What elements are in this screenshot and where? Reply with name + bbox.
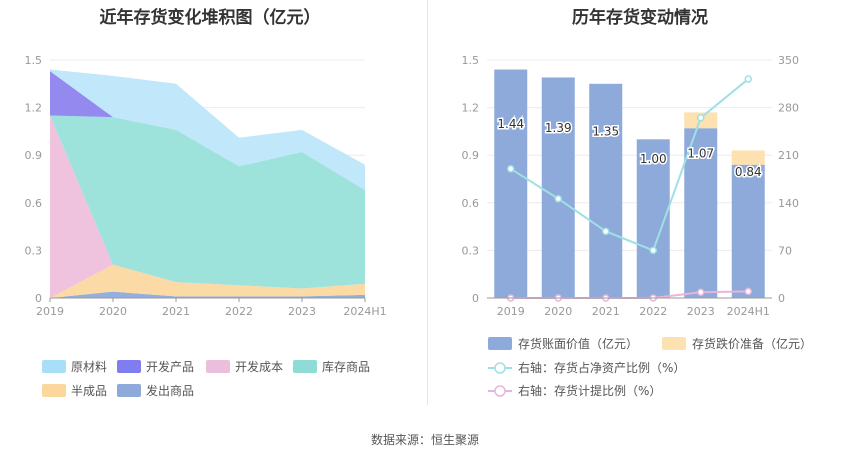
left-y-tick-label: 0 <box>35 292 42 305</box>
line-point-右轴：存货占净资产比例（%） <box>697 114 705 122</box>
left-x-tick-label: 2022 <box>225 305 253 318</box>
legend-label-存货账面价值（亿元）: 存货账面价值（亿元） <box>518 336 638 351</box>
bar-book-value <box>589 83 623 298</box>
line-series-右轴：存货占净资产比例（%） <box>510 78 749 252</box>
bar-book-value <box>684 128 718 298</box>
legend-swatch-原材料 <box>42 360 66 373</box>
bar-book-value <box>494 69 528 299</box>
legend-label-右轴：存货计提比例（%）: 右轴：存货计提比例（%） <box>518 383 661 398</box>
right-x-tick-label: 2024H1 <box>727 305 770 318</box>
line-point-右轴：存货占净资产比例（%） <box>744 75 752 83</box>
legend-swatch-库存商品 <box>293 360 317 373</box>
legend-swatch-存货跌价准备（亿元） <box>662 337 686 350</box>
area-series-开发成本 <box>50 115 365 299</box>
left-x-tick-label: 2023 <box>288 305 316 318</box>
left-y-tick-label: 0.6 <box>25 197 43 210</box>
right-y2-tick-label: 280 <box>778 102 799 115</box>
right-y-tick-label: 0 <box>472 292 479 305</box>
panel-divider <box>427 0 428 405</box>
area-series-库存商品 <box>50 115 365 289</box>
legend-swatch-开发产品 <box>117 360 141 373</box>
bar-data-label: 1.39 <box>545 121 572 135</box>
line-point-右轴：存货计提比例（%） <box>697 288 705 296</box>
bar-provision <box>731 150 765 165</box>
legend-label-开发成本: 开发成本 <box>235 359 283 374</box>
right-y-tick-label: 0.9 <box>462 149 480 162</box>
legend-marker-右轴：存货计提比例（%） <box>494 385 506 397</box>
left-x-tick-label: 2020 <box>99 305 127 318</box>
bar-data-label: 1.07 <box>687 147 714 161</box>
right-y2-tick-label: 350 <box>778 54 799 67</box>
line-point-右轴：存货占净资产比例（%） <box>554 194 562 203</box>
line-point-右轴：存货占净资产比例（%） <box>649 246 657 255</box>
legend-label-右轴：存货占净资产比例（%）: 右轴：存货占净资产比例（%） <box>518 360 685 375</box>
legend-label-发出商品: 发出商品 <box>146 383 194 398</box>
bar-data-label: 1.44 <box>497 117 524 131</box>
right-x-tick-label: 2023 <box>687 305 715 318</box>
data-source: 数据来源：恒生聚源 <box>370 433 479 447</box>
left-x-tick-label: 2021 <box>162 305 190 318</box>
right-x-tick-label: 2019 <box>497 305 525 318</box>
area-series-半成品 <box>50 264 365 298</box>
right-y-tick-label: 0.3 <box>462 244 480 257</box>
line-point-右轴：存货占净资产比例（%） <box>602 227 610 236</box>
right-x-tick-label: 2022 <box>639 305 667 318</box>
legend-label-存货跌价准备（亿元）: 存货跌价准备（亿元） <box>692 336 812 351</box>
right-y2-tick-label: 0 <box>778 292 785 305</box>
line-point-右轴：存货计提比例（%） <box>744 287 752 296</box>
left-y-tick-label: 0.9 <box>25 149 43 162</box>
right-x-tick-label: 2021 <box>592 305 620 318</box>
legend-marker-右轴：存货占净资产比例（%） <box>494 362 506 374</box>
right-y-tick-label: 1.5 <box>462 54 480 67</box>
right-y2-tick-label: 70 <box>778 244 792 257</box>
bar-data-label: 1.00 <box>640 152 667 166</box>
legend-swatch-存货账面价值（亿元） <box>488 337 512 350</box>
bar-book-value <box>731 164 765 298</box>
bar-data-label: 0.84 <box>735 165 762 179</box>
left-y-tick-label: 1.5 <box>25 54 43 67</box>
right-y2-tick-label: 210 <box>778 149 799 162</box>
legend-label-原材料: 原材料 <box>71 360 107 374</box>
bar-book-value <box>541 77 575 298</box>
legend-swatch-开发成本 <box>206 360 230 373</box>
legend-swatch-半成品 <box>42 384 66 397</box>
left-y-tick-label: 0.3 <box>25 244 43 257</box>
right-y2-tick-label: 140 <box>778 197 799 210</box>
legend-label-开发产品: 开发产品 <box>146 359 194 374</box>
bar-data-label: 1.35 <box>592 124 619 138</box>
legend-label-库存商品: 库存商品 <box>322 359 370 374</box>
left-y-tick-label: 1.2 <box>25 102 43 115</box>
right-y-tick-label: 1.2 <box>462 102 480 115</box>
left-chart-title: 近年存货变化堆积图（亿元） <box>99 8 321 28</box>
line-point-右轴：存货占净资产比例（%） <box>507 165 515 173</box>
legend-swatch-发出商品 <box>117 384 141 397</box>
left-x-tick-label: 2019 <box>36 305 64 318</box>
right-y-tick-label: 0.6 <box>462 197 480 210</box>
legend-label-半成品: 半成品 <box>71 384 107 398</box>
left-x-tick-label: 2024H1 <box>343 305 386 318</box>
right-x-tick-label: 2020 <box>544 305 572 318</box>
area-series-原材料 <box>50 69 365 191</box>
right-chart-title: 历年存货变动情况 <box>572 8 708 28</box>
